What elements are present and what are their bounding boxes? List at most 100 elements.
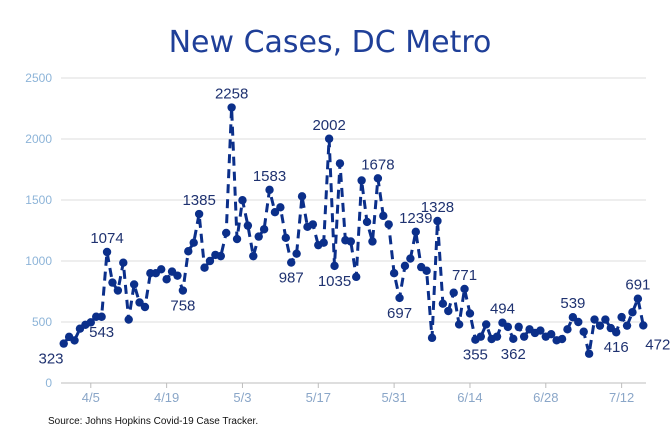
data-point	[433, 216, 442, 226]
data-point	[384, 220, 393, 229]
data-points	[59, 103, 648, 358]
data-point	[119, 258, 128, 267]
data-point	[216, 251, 225, 261]
data-label: 543	[89, 324, 114, 341]
data-point	[129, 280, 139, 289]
data-point	[449, 288, 458, 297]
data-point	[222, 228, 231, 238]
data-point	[454, 320, 464, 329]
x-tick-label: 5/17	[306, 390, 331, 405]
data-label: 1239	[399, 210, 432, 227]
data-point	[281, 233, 290, 243]
data-point	[254, 232, 263, 241]
data-label: 691	[625, 277, 650, 294]
data-point	[232, 234, 242, 244]
data-point	[113, 286, 123, 295]
data-point	[444, 306, 453, 316]
data-label: 1583	[253, 168, 286, 185]
data-point	[601, 315, 610, 324]
data-point	[622, 321, 632, 330]
data-point	[346, 237, 355, 246]
data-point	[249, 251, 258, 261]
data-point	[162, 275, 171, 284]
data-point	[373, 174, 383, 183]
x-tick-label: 7/12	[609, 390, 634, 405]
data-point	[86, 318, 95, 327]
data-label: 362	[501, 346, 526, 363]
data-point	[482, 320, 491, 329]
data-point	[324, 134, 334, 143]
data-point	[335, 159, 345, 168]
data-point	[568, 313, 578, 322]
data-point	[427, 333, 437, 343]
data-point	[265, 185, 274, 195]
data-point	[514, 322, 523, 332]
data-point	[547, 330, 556, 339]
y-tick-label: 2500	[25, 71, 52, 85]
data-point	[362, 217, 372, 227]
data-point	[124, 315, 133, 324]
data-point	[330, 261, 339, 271]
source-note: Source: Johns Hopkins Covid-19 Case Trac…	[48, 416, 258, 427]
data-labels: 323 543 1074 758 1385 2258 1583 987 2002 1035 1678…	[38, 86, 670, 368]
data-point	[536, 326, 545, 335]
data-point	[297, 192, 307, 201]
data-point	[460, 284, 469, 294]
data-label: 2002	[312, 117, 345, 134]
data-point	[276, 203, 285, 212]
data-label: 758	[170, 298, 195, 315]
data-label: 539	[560, 295, 585, 312]
data-point	[308, 220, 318, 229]
data-point	[633, 294, 643, 303]
data-label: 1035	[318, 273, 351, 290]
data-label: 987	[279, 270, 304, 287]
data-label: 1074	[90, 230, 123, 247]
x-tick-label: 5/3	[233, 390, 251, 405]
data-point	[243, 221, 253, 230]
data-point	[379, 211, 388, 221]
x-tick-label: 5/31	[381, 390, 406, 405]
data-point	[59, 339, 68, 348]
y-tick-label: 0	[45, 376, 52, 390]
data-point	[189, 238, 198, 247]
data-point	[557, 334, 567, 344]
y-axis: 0 500 1000 1500 2000 2500	[25, 71, 52, 390]
series-line	[62, 107, 645, 355]
data-point	[465, 309, 475, 318]
data-point	[595, 321, 605, 330]
data-point	[563, 325, 572, 334]
data-point	[400, 261, 410, 271]
data-label: 416	[604, 339, 629, 356]
data-point	[270, 208, 280, 217]
data-point	[422, 266, 431, 275]
data-label: 771	[452, 267, 477, 284]
data-point	[200, 263, 209, 272]
x-tick-label: 6/28	[533, 390, 558, 405]
x-axis: 4/5 4/19 5/3 5/17 5/31 6/14 6/28 7/12	[82, 383, 634, 405]
data-point	[639, 321, 648, 330]
data-label: 323	[38, 351, 63, 368]
data-point	[173, 271, 182, 280]
data-point	[492, 332, 502, 341]
y-tick-label: 500	[32, 315, 52, 329]
data-point	[503, 322, 513, 332]
data-point	[184, 247, 193, 256]
y-tick-label: 1500	[25, 193, 52, 207]
data-point	[287, 258, 296, 267]
x-tick-label: 4/5	[82, 390, 100, 405]
data-point	[579, 327, 588, 336]
data-point	[395, 293, 404, 303]
chart-title: New Cases, DC Metro	[169, 25, 492, 60]
data-point	[157, 265, 166, 274]
data-point	[140, 302, 150, 312]
data-point	[476, 332, 485, 341]
data-label: 494	[490, 301, 515, 318]
data-point	[102, 247, 112, 257]
data-point	[519, 332, 529, 341]
data-point	[227, 103, 236, 112]
data-point	[319, 238, 328, 247]
data-label: 697	[387, 305, 412, 322]
data-point	[70, 336, 79, 345]
data-label: 1328	[421, 199, 454, 216]
